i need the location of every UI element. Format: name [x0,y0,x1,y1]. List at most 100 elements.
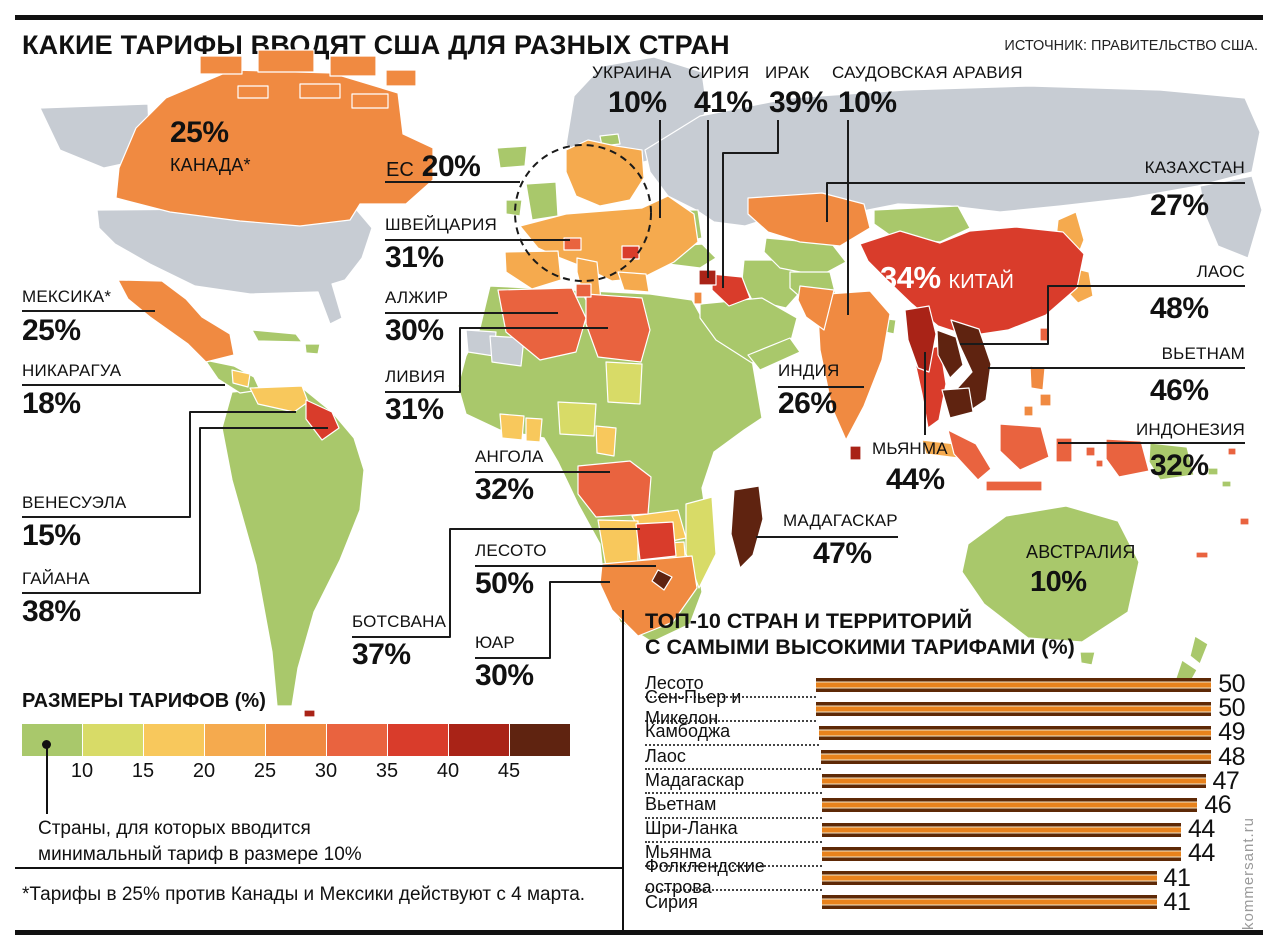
page-title: КАКИЕ ТАРИФЫ ВВОДЯТ США ДЛЯ РАЗНЫХ СТРАН [22,30,730,60]
table-row: Мьянма 44 [645,839,1245,867]
canada-value: 25% [170,116,229,149]
source-credit: ИСТОЧНИК: ПРАВИТЕЛЬСТВО США. [1004,38,1258,54]
iraq-name: ИРАК [765,63,810,82]
table-row: Шри-Ланка 44 [645,815,1245,843]
island-moluccas-2 [1095,459,1104,468]
mexico-value: 25% [22,314,81,347]
island-solomon-2 [1221,480,1232,488]
legend-tick: 25 [253,760,277,782]
country-ghana [525,417,543,443]
legend-tick: 35 [375,760,399,782]
switzerland-name: ШВЕЙЦАРИЯ [385,215,498,234]
arctic-island [257,49,315,73]
island-fiji [1239,517,1250,526]
island-borneo [999,423,1050,471]
libya-name: ЛИВИЯ [385,367,446,386]
section-divider [622,610,624,932]
legend-swatch [449,724,509,756]
country-india [817,290,891,441]
country-pakistan [797,285,835,331]
myanmar-value: 44% [886,463,945,496]
legend-swatch [205,724,265,756]
table-row: Лаос 48 [645,743,1245,771]
arctic-island [299,83,341,99]
top10-rows: Лесото 50 Сен-Пьер и Микелон 50 Камбоджа 49… [645,670,1245,916]
region-balkans [621,245,640,260]
country-kazakhstan [747,192,871,247]
china-value: 34% [880,260,941,295]
table-row: Сен-Пьер и Микелон 50 [645,687,1245,728]
callout-saudi-arabia: САУДОВСКАЯ АРАВИЯ 10% [832,64,1023,118]
row-label: Сирия [645,891,698,912]
row-label: Мьянма [645,841,822,867]
table-row: Фолклендские острова 41 [645,856,1245,897]
map-bucket-30 [115,49,1052,637]
saudi-arabia-value: 10% [838,86,897,119]
country-libya [585,293,651,363]
legend-title: РАЗМЕРЫ ТАРИФОВ (%) [22,690,266,712]
iraq-value: 39% [769,86,828,119]
europe-highlight-circle [514,144,652,282]
lesotho-value: 50% [475,567,534,600]
syria-value: 41% [694,86,753,119]
island-tasmania [1079,651,1096,666]
legend-tick: 10 [70,760,94,782]
callout-south-africa: ЮАР 30% [475,634,534,691]
callout-iraq: ИРАК 39% [765,64,828,118]
nicaragua-value: 18% [22,387,81,420]
top10-title-line2: С САМЫМИ ВЫСОКИМИ ТАРИФАМИ (%) [645,635,1075,660]
callout-china: 34% КИТАЙ [880,262,1014,293]
country-australia [961,505,1140,643]
bar [818,725,1212,740]
country-sri-lanka [849,445,862,461]
island-pacific [1227,447,1237,456]
bar [816,677,1212,692]
table-row: Лесото 50 [645,670,1245,698]
island-sulawesi [1055,437,1073,463]
india-value: 26% [778,387,837,420]
country-russia [644,85,1261,227]
island-moluccas [1085,446,1096,457]
country-cote-divoire [499,413,525,441]
nicaragua-name: НИКАРАГУА [22,361,122,380]
row-label: Лесото [645,671,817,698]
country-cameroon [595,425,617,457]
table-row: Вьетнам 46 [645,791,1245,819]
ukraine-value: 10% [608,86,667,119]
island-solomon [1207,467,1219,476]
legend-tick: 30 [314,760,338,782]
china-name: КИТАЙ [948,271,1014,293]
country-laos [936,329,964,379]
callout-laos-value: 48% [1150,292,1209,325]
table-row: Мадагаскар 47 [645,767,1245,795]
row-value: 41 [1163,863,1191,892]
country-iraq [711,273,751,307]
island-java [985,480,1043,492]
algeria-value: 30% [385,314,444,347]
legend-note-line2: минимальный тариф в размере 10% [38,843,362,865]
arctic-island [329,55,377,77]
canada-name: КАНАДА* [170,155,251,175]
map-bucket-35 [497,237,1250,559]
country-iceland [496,145,528,169]
bar [822,774,1206,789]
legend-tick: 40 [436,760,460,782]
arctic-island [237,85,269,99]
country-spain [504,250,562,290]
legend-tick: 45 [497,760,521,782]
angola-name: АНГОЛА [475,447,544,466]
callout-indonesia-name: ИНДОНЕЗИЯ [1135,420,1245,439]
region-scandinavia [565,139,645,207]
callout-guyana: ГАЙАНА 38% [22,570,90,627]
mexico-name: МЕКСИКА* [22,287,112,306]
callout-angola: АНГОЛА 32% [475,448,544,505]
callout-laos-name: ЛАОС [1196,262,1245,281]
top-rule [15,15,1263,20]
watermark-kommersant: kommersant.ru [1240,816,1257,930]
row-value: 49 [1218,718,1245,747]
madagascar-value: 47% [813,537,872,570]
legend-note: Страны, для которых вводится минимальный… [38,816,362,867]
bottom-rule [15,930,1263,935]
lesotho-name: ЛЕСОТО [475,541,547,560]
callout-vietnam-name: ВЬЕТНАМ [1161,344,1245,363]
